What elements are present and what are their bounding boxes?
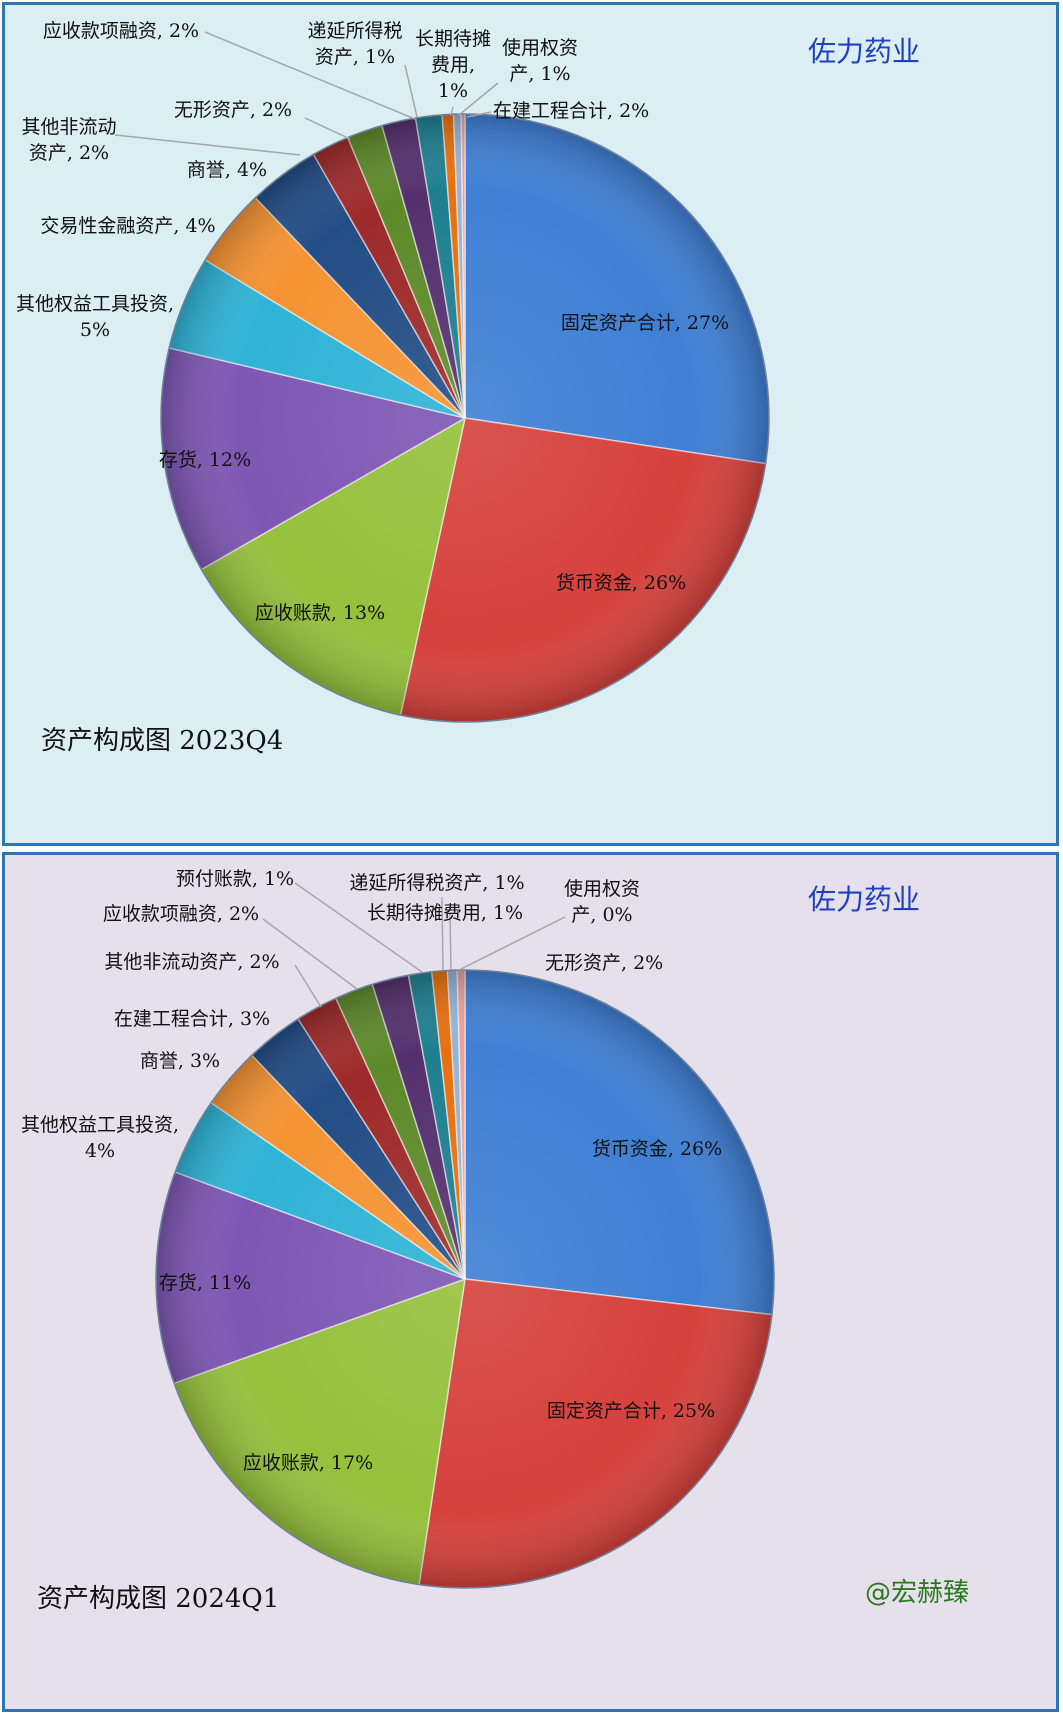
data-label-应收款项融资: 应收款项融资, 2% [103,903,259,925]
leader-line-预付账款 [294,882,423,973]
pie-chart-2024q1: 货币资金, 26% 固定资产合计, 25% 应收账款, 17% 存货, 11% 其他权益… [21,868,969,1614]
data-label-长期待摊费用: 长期待摊费用, 1% [367,902,523,924]
leader-line-使用权资产 [458,82,499,116]
data-label-货币资金: 货币资金, 26% [592,1138,722,1160]
chart-panel-2024q1: 货币资金, 26% 固定资产合计, 25% 应收账款, 17% 存货, 11% 其他权益… [2,852,1059,1712]
leader-line-使用权资产 [458,916,566,971]
brand-title: 佐力药业 [808,883,920,916]
data-label-递延所得税资产: 递延所得税资产, 1% [349,872,524,894]
data-label-存货: 存货, 11% [159,1272,251,1294]
leader-line-在建工程合计 [466,111,492,118]
data-label-在建工程合计: 在建工程合计, 3% [114,1008,270,1030]
data-label-使用权资产: 使用权资产, 1% [502,37,578,85]
pie-shading [160,113,770,723]
chart-panel-2023q4: 固定资产合计, 27% 货币资金, 26% 应收账款, 13% 存货, 12% 其他权益… [2,2,1059,846]
brand-title: 佐力药业 [808,35,920,68]
chart-caption: 资产构成图 2023Q4 [41,726,283,756]
leader-line-长期待摊费用 [449,912,452,971]
data-label-交易性金融资产: 交易性金融资产, 4% [40,215,215,237]
data-label-商誉: 商誉, 4% [187,159,267,181]
leader-line-应收款项融资 [262,918,358,990]
data-label-固定资产合计: 固定资产合计, 25% [547,1400,715,1422]
data-label-其他权益工具投资: 其他权益工具投资, 5% [16,293,174,341]
leader-line-长期待摊费用 [450,106,454,116]
data-label-存货: 存货, 12% [159,449,251,471]
data-label-长期待摊费用: 长期待摊费用, 1% [415,28,491,102]
data-label-预付账款: 预付账款, 1% [176,868,294,890]
chart-caption: 资产构成图 2024Q1 [37,1584,279,1614]
data-label-递延所得税资产: 递延所得税资产, 1% [307,20,402,68]
leader-line-递延所得税资产 [404,64,418,118]
leader-line-其他非流动资产 [294,964,322,1008]
leader-line-无形资产 [304,117,351,140]
watermark: @宏赫臻 [865,1578,969,1608]
data-label-在建工程合计: 在建工程合计, 2% [493,100,649,122]
data-label-固定资产合计: 固定资产合计, 27% [561,312,729,334]
data-label-货币资金: 货币资金, 26% [556,572,686,594]
pie-chart-2023q4: 固定资产合计, 27% 货币资金, 26% 应收账款, 13% 存货, 12% 其他权益… [16,20,920,756]
data-label-应收账款: 应收账款, 13% [255,602,385,624]
data-label-无形资产: 无形资产, 2% [174,99,292,121]
leader-line-应收款项融资 [204,31,416,120]
data-label-其他非流动资产: 其他非流动资产, 2% [104,951,279,973]
data-label-应收账款: 应收账款, 17% [243,1452,373,1474]
data-label-应收款项融资: 应收款项融资, 2% [43,20,199,42]
pie-shading [155,969,775,1589]
data-label-商誉: 商誉, 3% [140,1050,220,1072]
data-label-使用权资产: 使用权资产, 0% [564,878,640,926]
leader-line-递延所得税资产 [441,896,444,971]
data-label-其他非流动资产: 其他非流动资产, 2% [21,116,116,164]
data-label-无形资产: 无形资产, 2% [545,952,663,974]
data-label-其他权益工具投资: 其他权益工具投资, 4% [21,1114,179,1162]
leader-line-其他非流动资产 [114,134,301,156]
